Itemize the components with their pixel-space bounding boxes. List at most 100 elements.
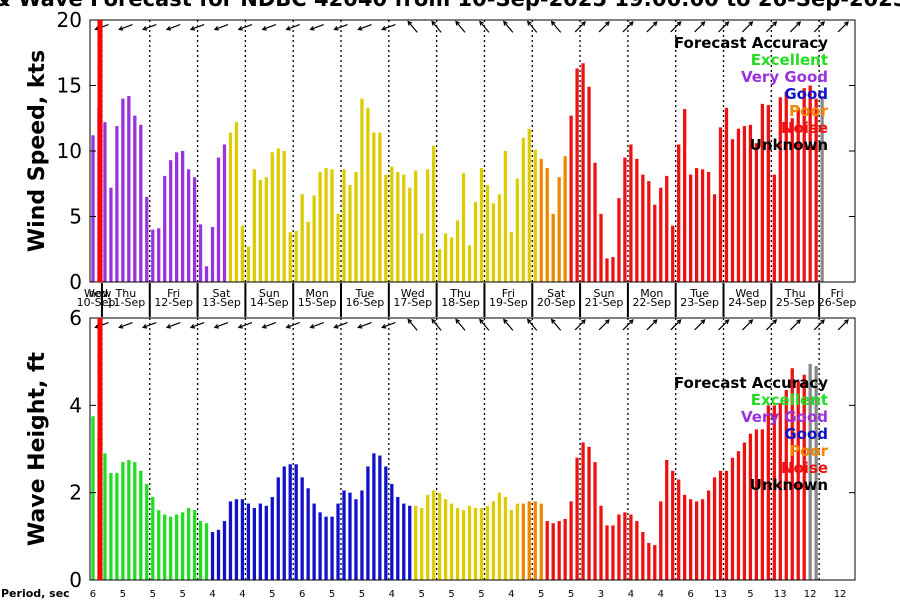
y-tick-label: 0 (69, 568, 82, 592)
direction-arrow (261, 322, 277, 329)
day-date: 17-Sep (393, 296, 432, 309)
direction-arrow (622, 319, 634, 331)
period-label: Period, sec (1, 587, 70, 600)
legend-item: Poor (789, 102, 829, 120)
wind-bar (539, 158, 543, 282)
wind-bar (575, 68, 579, 282)
wave-bar (491, 501, 496, 580)
direction-arrow (309, 24, 324, 31)
direction-arrow (285, 24, 300, 31)
wave-bar (288, 464, 292, 580)
wave-bar (635, 521, 639, 580)
period-row: Period, sec 6 5 5 5 4 4 5 6 5 5 4 5 5 5 4 5 5 3 4 4 6 13 5 13 12… (1, 587, 846, 600)
wind-bar (814, 98, 818, 282)
wave-bar (802, 374, 806, 580)
legend-title: Forecast Accuracy (674, 34, 828, 52)
period-value: 12 (834, 589, 847, 600)
wave-bar (402, 503, 406, 580)
period-value: 6 (687, 589, 693, 600)
day-weekday: Wed (401, 287, 425, 300)
period-value: 4 (658, 589, 664, 600)
day-weekday: Thu (449, 287, 471, 300)
direction-arrow (213, 322, 229, 329)
direction-arrow (455, 20, 466, 33)
direction-arrow (694, 21, 706, 33)
wave-bar (557, 521, 561, 580)
day-date: 10-Sep (77, 296, 116, 309)
direction-arrow (333, 24, 348, 31)
direction-arrow (837, 319, 849, 331)
direction-arrow (598, 21, 610, 33)
wind-bar (724, 107, 729, 283)
direction-arrow (431, 20, 442, 33)
wind-bar (653, 204, 657, 282)
wind-y-ticks: 0 5 10 15 20 (57, 8, 855, 294)
wind-bar (294, 230, 298, 282)
wave-bar (432, 490, 436, 580)
wind-bar (736, 128, 741, 282)
wind-bar (515, 178, 519, 282)
wind-bar (402, 174, 406, 282)
wave-bar (473, 507, 478, 580)
wind-bar (766, 105, 770, 283)
day-weekday: Fri (831, 287, 844, 300)
wind-bar (330, 169, 334, 282)
wave-bar (294, 464, 298, 580)
y-tick-label: 20 (57, 8, 82, 32)
wave-bar (533, 501, 537, 580)
direction-arrow (550, 20, 562, 33)
day-weekday: Sat (212, 287, 231, 300)
wind-bar (772, 174, 776, 282)
wind-bar (342, 169, 346, 282)
legend-item: Excellent (751, 51, 828, 69)
direction-arrow (670, 319, 682, 331)
wave-bar (599, 505, 603, 580)
legend-item: Unknown (750, 476, 828, 494)
direction-arrow (189, 322, 205, 329)
wave-bar (760, 429, 765, 580)
wind-bar (270, 152, 274, 282)
wind-bar (186, 169, 191, 282)
wind-bar (569, 115, 573, 282)
wind-bar (336, 213, 340, 282)
wave-bar (611, 525, 615, 580)
wave-bar (814, 366, 818, 580)
y-tick-label: 4 (69, 393, 82, 417)
wind-bar (175, 152, 179, 282)
wave-bar (282, 466, 286, 580)
wind-bar (318, 171, 322, 282)
wind-bar (222, 144, 227, 282)
wind-bar (360, 98, 364, 282)
wave-bar (479, 507, 484, 580)
wind-bar (521, 137, 525, 282)
wind-bar (563, 156, 567, 282)
wind-bar (396, 171, 400, 282)
wind-bar (677, 144, 681, 282)
wave-bar (121, 462, 125, 580)
wave-bar (689, 499, 693, 580)
wind-bar (348, 185, 352, 282)
wave-bar (396, 497, 400, 580)
wave-bar (742, 442, 747, 580)
wind-bar (288, 232, 292, 282)
wind-speed-panel: 0 5 10 15 20 Wind Speed, kts Forecast Accura… (25, 8, 856, 294)
wave-ylabel: Wave Height, ft (25, 351, 50, 546)
direction-arrow (789, 21, 802, 33)
wave-bar (240, 499, 245, 580)
wind-bar (109, 187, 113, 282)
y-tick-label: 6 (69, 306, 82, 330)
wave-bar (246, 503, 251, 580)
wind-bar (700, 169, 705, 282)
wind-bar (282, 151, 286, 282)
period-value: 5 (568, 589, 574, 600)
wave-bar (270, 497, 274, 580)
wind-bar (443, 233, 448, 282)
day-date: 22-Sep (632, 296, 671, 309)
wind-bar (683, 109, 687, 282)
day-date: 18-Sep (441, 296, 480, 309)
wave-bar (175, 514, 179, 580)
now-line (97, 318, 103, 580)
legend-item: Noise (781, 119, 828, 137)
direction-arrow (213, 24, 229, 31)
direction-arrow (789, 319, 802, 331)
